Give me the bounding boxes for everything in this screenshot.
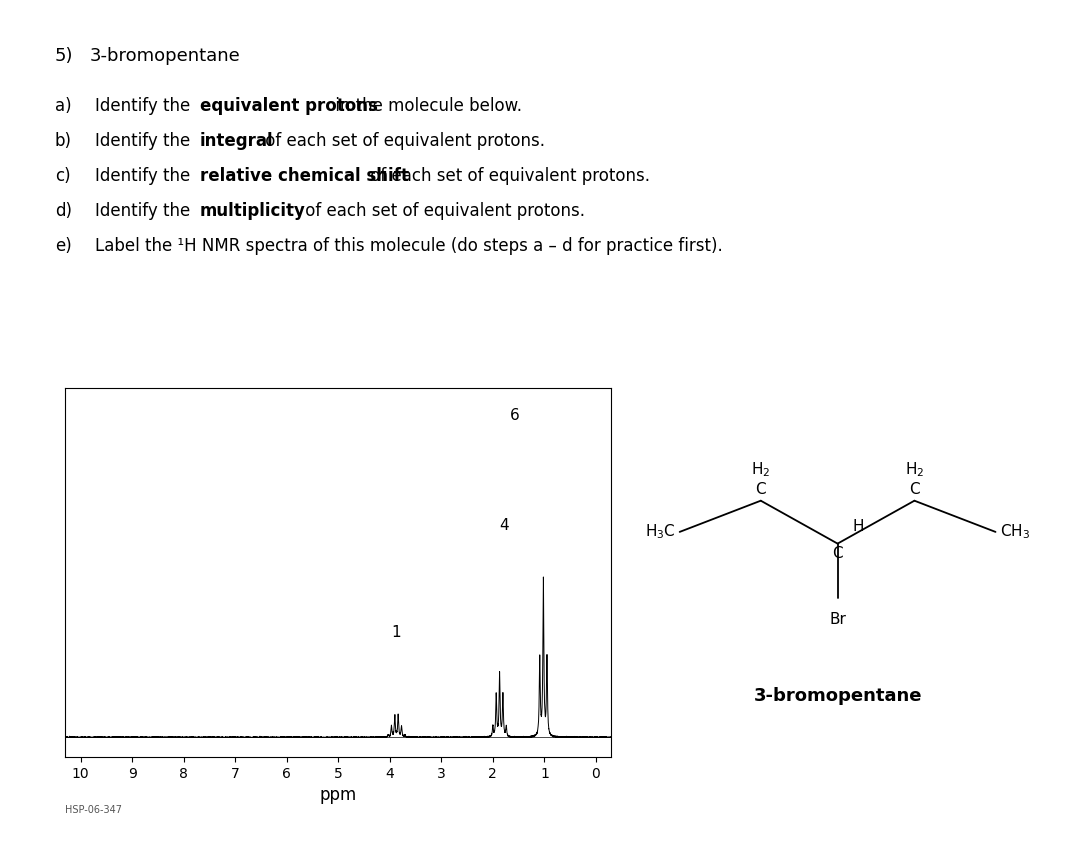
- Text: relative chemical shift: relative chemical shift: [200, 167, 409, 185]
- Text: C: C: [909, 482, 920, 497]
- Text: HSP-06-347: HSP-06-347: [65, 805, 122, 815]
- Text: equivalent protons: equivalent protons: [200, 97, 378, 115]
- Text: Label the ¹H NMR spectra of this molecule (do steps a – d for practice first).: Label the ¹H NMR spectra of this molecul…: [95, 237, 722, 255]
- X-axis label: ppm: ppm: [320, 786, 356, 805]
- Text: 3-bromopentane: 3-bromopentane: [753, 687, 922, 705]
- Text: Identify the: Identify the: [95, 167, 195, 185]
- Text: of each set of equivalent protons.: of each set of equivalent protons.: [300, 202, 585, 220]
- Text: C: C: [755, 482, 766, 497]
- Text: e): e): [55, 237, 71, 255]
- Text: H$_2$: H$_2$: [905, 460, 924, 479]
- Text: multiplicity: multiplicity: [200, 202, 306, 220]
- Text: Br: Br: [829, 612, 846, 627]
- Text: integral: integral: [200, 132, 273, 150]
- Text: a): a): [55, 97, 71, 115]
- Text: Identify the: Identify the: [95, 202, 195, 220]
- Text: 3-bromopentane: 3-bromopentane: [90, 47, 241, 65]
- Text: d): d): [55, 202, 71, 220]
- Text: H: H: [853, 518, 864, 534]
- Text: CH$_3$: CH$_3$: [1000, 523, 1030, 541]
- Text: Identify the: Identify the: [95, 97, 195, 115]
- Text: 1: 1: [392, 625, 401, 640]
- Text: H$_2$: H$_2$: [751, 460, 770, 479]
- Text: c): c): [55, 167, 70, 185]
- Text: of each set of equivalent protons.: of each set of equivalent protons.: [260, 132, 545, 150]
- Text: C: C: [832, 545, 843, 561]
- Text: 4: 4: [499, 518, 509, 533]
- Text: 6: 6: [510, 408, 520, 423]
- Text: of each set of equivalent protons.: of each set of equivalent protons.: [365, 167, 650, 185]
- Text: b): b): [55, 132, 71, 150]
- Text: Identify the: Identify the: [95, 132, 195, 150]
- Text: 5): 5): [55, 47, 74, 65]
- Text: H$_3$C: H$_3$C: [644, 523, 675, 541]
- Text: in the molecule below.: in the molecule below.: [330, 97, 522, 115]
